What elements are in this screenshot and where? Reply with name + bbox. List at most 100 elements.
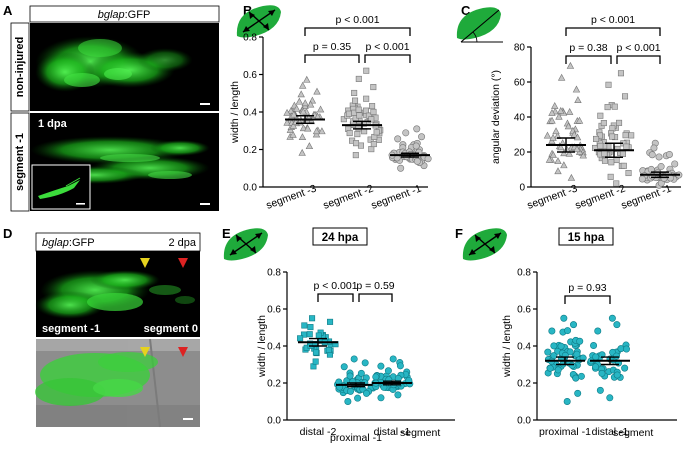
data-point — [608, 159, 615, 166]
data-point — [566, 61, 575, 69]
data-point — [299, 107, 308, 115]
data-point — [544, 348, 552, 356]
category-label: distal -2 — [300, 426, 337, 438]
data-point — [616, 119, 623, 126]
data-series-2 — [340, 67, 384, 159]
data-point — [566, 348, 574, 356]
data-point — [313, 87, 321, 95]
data-point — [369, 103, 376, 110]
panel-letter: E — [222, 226, 231, 241]
data-point — [613, 156, 620, 164]
data-point — [346, 372, 354, 380]
panel-letter: C — [461, 3, 471, 18]
data-point — [605, 81, 612, 88]
data-point — [312, 358, 319, 365]
data-point — [609, 125, 616, 132]
x-axis-label: segment — [613, 427, 653, 439]
comparison-bracket — [304, 54, 360, 63]
y-tick-label: 20 — [514, 148, 526, 159]
chart-panel-e: E 24 hpa 0.0 0.2 0.4 0.6 0.8 width / length segm… — [222, 226, 455, 444]
data-series-3 — [372, 355, 414, 402]
angle-arc — [472, 31, 478, 43]
p-value-label: p = 0.93 — [568, 282, 606, 294]
leaf-shape — [456, 7, 501, 40]
y-tick-label: 0.4 — [243, 108, 257, 119]
inset-box — [31, 164, 91, 210]
row-label-non-injured: non-injured — [14, 37, 26, 98]
data-point — [597, 112, 604, 119]
y-tick-label: 0.0 — [243, 183, 257, 194]
time-label-1dpa: 1 dpa — [38, 118, 68, 130]
data-point — [340, 116, 347, 123]
data-point — [593, 135, 600, 142]
gfp-cells-non-injured — [35, 36, 193, 92]
data-point — [660, 174, 668, 182]
chart-panel-f: F 15 hpa 0.0 0.2 0.4 0.6 0.8 width / length segm… — [455, 226, 677, 439]
data-point — [305, 142, 314, 150]
data-point — [397, 164, 405, 172]
data-point — [402, 129, 410, 137]
data-point — [551, 102, 559, 109]
data-point — [373, 129, 380, 136]
data-point — [312, 130, 321, 138]
arrow-heads — [243, 10, 275, 32]
panel-letter: B — [243, 3, 252, 18]
data-point — [295, 97, 304, 105]
comparison-bracket — [564, 295, 611, 304]
arrow-heads — [469, 233, 501, 255]
data-point — [340, 363, 348, 371]
data-point — [613, 321, 621, 329]
arrow-heads — [249, 12, 269, 30]
y-tick-label: 0.2 — [243, 145, 257, 156]
y-tick-label: 0.2 — [517, 379, 531, 390]
gfp-cells-d-top — [35, 270, 195, 319]
data-point — [552, 127, 560, 135]
data-point — [412, 142, 420, 150]
inset-scale-bar — [76, 203, 85, 205]
y-tick-label: 0.6 — [243, 70, 257, 81]
data-point — [573, 133, 582, 141]
data-point — [573, 145, 581, 153]
p-value-label: p < 0.001 — [591, 14, 635, 26]
data-point — [363, 67, 370, 74]
data-point — [598, 351, 606, 359]
data-point — [543, 131, 552, 139]
data-point — [283, 118, 291, 126]
data-point — [548, 327, 556, 335]
data-point — [606, 394, 614, 402]
data-point — [318, 127, 326, 135]
category-label: distal -1 — [592, 426, 629, 438]
comparison-bracket — [565, 27, 661, 36]
data-point — [598, 369, 606, 377]
data-point — [301, 99, 309, 107]
data-point — [557, 143, 565, 151]
data-point — [289, 130, 297, 138]
data-point — [613, 180, 620, 187]
comparison-bracket — [364, 54, 411, 63]
panel-d: D bglap:GFP 2 dpa segment -1 segment 0 — [3, 226, 201, 428]
data-point — [370, 108, 377, 115]
panel-letter-d: D — [3, 226, 12, 241]
y-tick-label: 0.6 — [267, 305, 281, 316]
data-point — [362, 389, 370, 397]
data-point — [303, 75, 311, 83]
data-point — [545, 155, 554, 163]
data-point — [570, 130, 578, 138]
comparison-bracket — [358, 293, 393, 302]
panel-letter: F — [455, 226, 463, 241]
data-point — [609, 133, 616, 140]
data-point — [608, 314, 616, 322]
y-tick-label: 0.4 — [267, 342, 281, 353]
data-point — [316, 105, 325, 113]
y-tick-label: 0 — [519, 183, 525, 194]
data-point — [596, 132, 604, 139]
data-point — [563, 397, 571, 405]
category-label: proximal -1 — [539, 426, 591, 438]
data-point — [557, 342, 565, 350]
y-axis-label: width / length — [229, 81, 241, 144]
chart-title: 24 hpa — [322, 232, 359, 244]
data-point — [596, 386, 604, 394]
data-point — [594, 327, 602, 335]
y-tick-label: 0.4 — [517, 342, 531, 353]
p-value-label: p < 0.001 — [335, 14, 379, 26]
